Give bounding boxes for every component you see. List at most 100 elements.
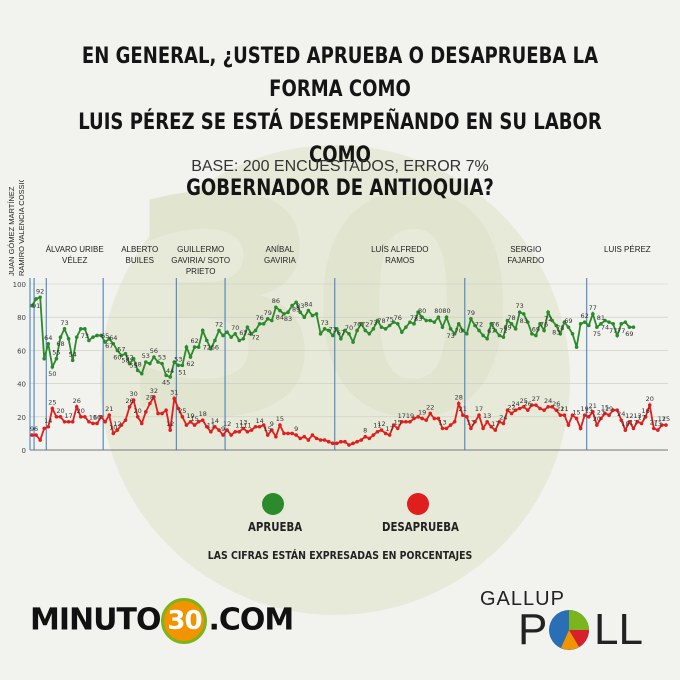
- disapprove-point: [424, 418, 429, 422]
- disapprove-data-label: 13: [633, 412, 641, 420]
- approve-data-label: 67: [487, 327, 495, 335]
- approve-point: [603, 318, 607, 323]
- disapprove-data-label: 9: [294, 425, 298, 433]
- disapprove-data-label: 22: [426, 403, 434, 411]
- disapprove-data-label: 21: [560, 405, 568, 413]
- disapprove-point: [245, 429, 250, 434]
- approve-point: [180, 363, 185, 368]
- disapprove-point: [635, 419, 640, 424]
- disapprove-point: [546, 405, 550, 409]
- disapprove-data-label: 10: [109, 423, 117, 431]
- approve-point: [521, 312, 526, 316]
- disapprove-point: [286, 431, 290, 436]
- approve-point: [135, 368, 140, 373]
- approve-data-label: 83: [520, 317, 528, 325]
- approve-point: [282, 312, 286, 316]
- disapprove-data-label: 13: [483, 412, 491, 420]
- approve-point: [302, 315, 307, 319]
- approve-point: [444, 315, 449, 319]
- approve-point: [375, 318, 380, 323]
- approve-legend-label: APRUEBA: [248, 520, 303, 534]
- disapprove-point: [562, 413, 567, 417]
- approve-data-label: 76: [540, 320, 548, 328]
- disapprove-point: [192, 423, 197, 427]
- disapprove-data-label: 14: [44, 417, 52, 425]
- approve-point: [119, 353, 124, 358]
- disapprove-data-label: 16: [89, 413, 97, 421]
- disapprove-data-label: 31: [170, 389, 178, 397]
- disapprove-point: [428, 411, 433, 416]
- approve-point: [383, 327, 388, 331]
- approve-point: [517, 310, 522, 315]
- approve-point: [347, 332, 351, 336]
- disapprove-data-label: 9: [221, 425, 225, 433]
- approve-point: [50, 365, 55, 369]
- disapprove-point: [465, 415, 469, 419]
- approve-point: [91, 335, 95, 339]
- approve-point: [465, 332, 469, 336]
- approve-data-label: 83: [552, 329, 560, 337]
- approve-point: [497, 333, 502, 338]
- disapprove-point: [330, 441, 335, 446]
- disapprove-point: [550, 405, 554, 409]
- disapprove-point: [123, 418, 128, 422]
- disapprove-point: [343, 439, 347, 444]
- approve-data-label: 72: [215, 320, 223, 328]
- approve-point: [404, 325, 408, 329]
- disapprove-data-label: 8: [363, 427, 367, 435]
- disapprove-point: [383, 431, 388, 436]
- disapprove-point: [180, 415, 185, 419]
- approve-point: [54, 356, 59, 361]
- period-label: ÁLVARO URIBE: [46, 245, 104, 254]
- approve-point: [351, 340, 355, 344]
- disapprove-point: [217, 428, 221, 432]
- y-tick-label: 80: [17, 314, 26, 322]
- disapprove-point: [221, 433, 225, 437]
- approve-data-label: 78: [377, 317, 385, 325]
- approve-point: [278, 308, 282, 313]
- disapprove-point: [538, 406, 542, 411]
- disapprove-point: [412, 416, 416, 421]
- approve-point: [452, 332, 457, 336]
- disapprove-point: [656, 428, 660, 432]
- approve-data-label: 44: [166, 367, 174, 375]
- approve-data-label: 62: [581, 312, 589, 320]
- approve-data-label: 72: [475, 320, 483, 328]
- disapprove-data-label: 15: [190, 415, 198, 423]
- disapprove-data-label: 12: [658, 415, 666, 423]
- disapprove-data-label: 21: [589, 402, 597, 410]
- approve-data-label: 45: [162, 378, 170, 386]
- disapprove-data-label: 24: [499, 413, 507, 421]
- approve-point: [160, 361, 164, 366]
- approve-point: [70, 358, 75, 363]
- disapprove-point: [363, 434, 368, 439]
- disapprove-point: [107, 413, 112, 417]
- y-tick-label: 0: [22, 447, 26, 455]
- approve-point: [440, 325, 445, 329]
- disapprove-point: [115, 428, 120, 432]
- approve-point: [196, 345, 201, 349]
- disapprove-data-label: 26: [552, 400, 560, 408]
- approve-point: [229, 335, 233, 339]
- approve-point: [253, 328, 258, 333]
- approve-point: [391, 320, 396, 324]
- approve-data-label: 73: [329, 325, 337, 333]
- approve-point: [416, 310, 420, 315]
- approve-data-label: 78: [556, 324, 564, 332]
- approve-data-label: 48: [134, 360, 142, 368]
- approve-data-label: 76: [642, 180, 650, 182]
- disapprove-point: [469, 426, 473, 431]
- disapprove-data-label: 9: [30, 425, 34, 433]
- approve-point: [591, 312, 595, 316]
- disapprove-point: [391, 423, 396, 427]
- disapprove-data-label: 13: [467, 418, 475, 426]
- disapprove-point: [233, 429, 238, 434]
- y-tick-label: 60: [17, 347, 26, 355]
- disapprove-point: [400, 419, 404, 424]
- minuto30-logo: MINUTO 30 .COM: [30, 598, 294, 644]
- approve-point: [538, 322, 542, 326]
- disapprove-point: [95, 421, 99, 426]
- approve-point: [42, 356, 47, 361]
- approve-data-label: 67: [105, 342, 113, 350]
- disapprove-point: [395, 426, 400, 431]
